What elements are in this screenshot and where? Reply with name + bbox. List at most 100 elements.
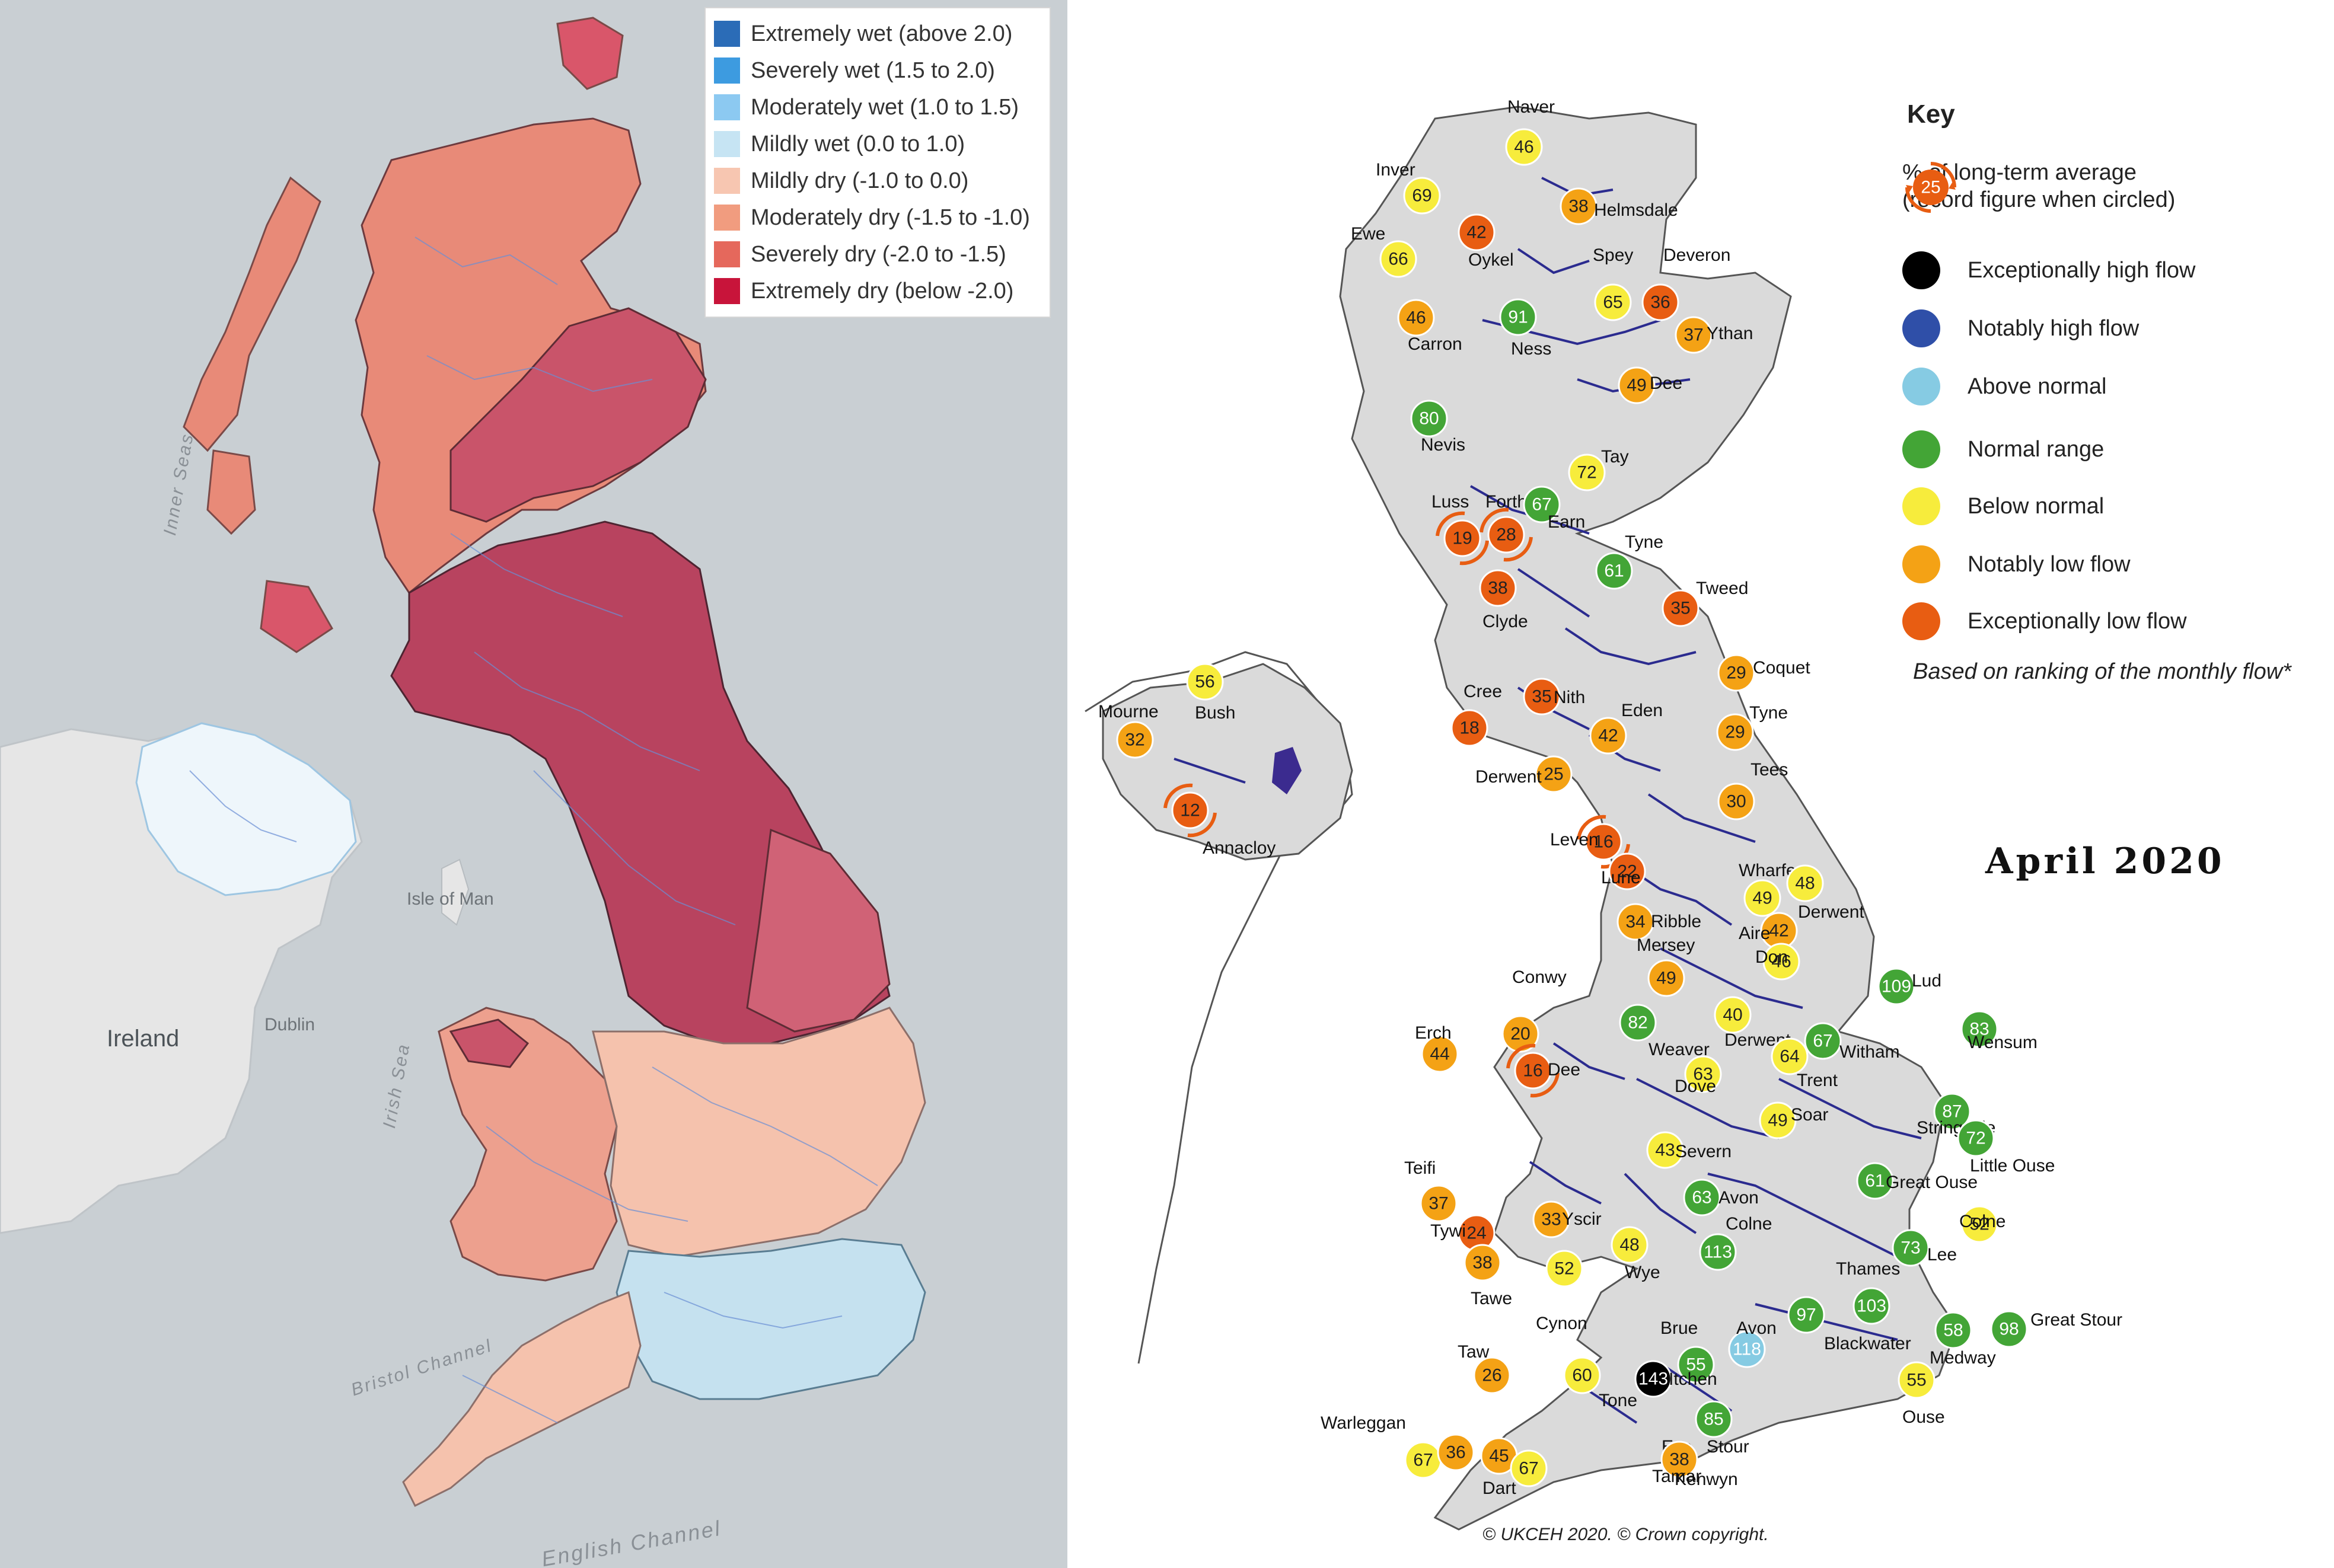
gauging-site: 98 Great Stour (1990, 1310, 2122, 1348)
site-value: 65 (1603, 293, 1622, 312)
key-title: Key (1907, 100, 1955, 129)
gauging-site: 26 Taw (1458, 1342, 1511, 1394)
gauging-site: 109 Lud (1877, 967, 1941, 1005)
key-marker-icon (1902, 430, 1940, 468)
site-marker (1563, 1356, 1601, 1394)
site-label: Colne (1959, 1212, 2005, 1231)
site-label: Itchen (1669, 1369, 1717, 1389)
legend-label: Extremely wet (above 2.0) (751, 21, 1013, 46)
site-marker (1934, 1311, 1972, 1349)
site-label: Luss (1431, 492, 1469, 512)
site-value: 38 (1472, 1253, 1492, 1273)
site-label: Lud (1912, 971, 1941, 991)
gauging-site: 32 Mourne (1098, 702, 1159, 759)
spi-legend-item: Moderately wet (1.0 to 1.5) (714, 89, 1041, 126)
site-marker (1898, 1361, 1936, 1399)
spi-map (0, 17, 926, 1508)
record-ring (1459, 540, 1489, 566)
site-marker (1662, 589, 1700, 627)
site-value: 16 (1593, 832, 1613, 852)
site-value: 38 (1669, 1450, 1689, 1470)
site-value: 22 (1617, 862, 1637, 882)
record-ring (1506, 1043, 1536, 1069)
site-value: 55 (1686, 1355, 1705, 1375)
gauging-site: 67 Kenwyn (1510, 1449, 1738, 1489)
record-ring (1577, 815, 1606, 840)
site-marker (1877, 967, 1915, 1005)
site-value: 118 (1733, 1340, 1761, 1359)
key-item-label: Notably low flow (1968, 551, 2131, 577)
site-marker (1560, 187, 1598, 225)
gauging-site: 49 Wharfe (1739, 861, 1796, 917)
site-marker (1523, 486, 1561, 523)
site-marker (1589, 717, 1627, 755)
site-marker (1443, 519, 1481, 557)
site-value: 52 (1969, 1215, 1989, 1234)
gauging-site: 103 Thames (1836, 1259, 1900, 1325)
site-marker (1611, 1226, 1649, 1264)
site-marker (1397, 299, 1435, 337)
site-label: Dee (1548, 1060, 1580, 1080)
site-marker (1532, 1200, 1570, 1238)
site-marker (1960, 1010, 1998, 1048)
site-label: Stour (1707, 1437, 1749, 1457)
site-label: Tweed (1696, 579, 1748, 598)
site-label: Derwent (1798, 902, 1864, 922)
site-marker (1856, 1162, 1894, 1200)
site-label: Taw (1458, 1342, 1490, 1362)
gauging-site: 35 Nith (1523, 678, 1585, 716)
legend-swatch (714, 205, 740, 231)
site-marker (1852, 1287, 1890, 1325)
site-label: Spey (1593, 245, 1633, 265)
legend-swatch (714, 278, 740, 304)
site-label: Carron (1408, 334, 1462, 354)
site-value: 19 (1452, 529, 1472, 548)
site-value: 43 (1655, 1141, 1675, 1160)
site-value: 36 (1650, 293, 1670, 312)
record-ring (1503, 536, 1533, 562)
site-marker (1699, 1233, 1737, 1271)
site-marker (1684, 1055, 1722, 1093)
site-value: 35 (1670, 599, 1690, 618)
site-value: 87 (1942, 1102, 1962, 1122)
site-marker (1647, 959, 1685, 997)
month-title: April 2020 (1985, 841, 2225, 882)
site-value: 91 (1508, 308, 1528, 327)
site-label: Wensum (1968, 1033, 2038, 1052)
site-value: 33 (1541, 1210, 1561, 1230)
site-marker (1762, 943, 1800, 981)
england-midlands (592, 1007, 926, 1258)
site-label: Colne (1726, 1214, 1772, 1234)
site-marker (1677, 1346, 1715, 1384)
gauging-site: 28 Forth (1480, 492, 1533, 562)
record-ring (1163, 783, 1193, 809)
site-marker (1594, 283, 1632, 321)
site-value: 55 (1906, 1371, 1926, 1390)
site-label: Teifi (1404, 1158, 1436, 1178)
legend-swatch (714, 241, 740, 267)
gauging-site: 80 Nevis (1410, 400, 1465, 455)
site-marker (1437, 1433, 1475, 1471)
site-value: 83 (1969, 1020, 1989, 1039)
site-value: 45 (1489, 1446, 1509, 1466)
england-south-east (616, 1238, 926, 1400)
northern-ireland-landmass (135, 722, 357, 896)
key-item: Above normal (1902, 368, 2106, 405)
site-label: Dove (1675, 1077, 1716, 1096)
site-marker (1786, 864, 1824, 902)
site-value: 48 (1795, 874, 1815, 893)
site-value: 64 (1780, 1047, 1799, 1066)
gauging-site: 49 Soar (1759, 1101, 1828, 1139)
site-value: 46 (1406, 308, 1426, 328)
site-label: Great Stour (2030, 1310, 2122, 1330)
spi-legend: Extremely wet (above 2.0) Severely wet (… (704, 7, 1051, 318)
key-marker-icon (1902, 309, 1940, 347)
site-marker (1717, 783, 1755, 820)
gauging-site: 16 Dee (1506, 1043, 1580, 1098)
site-label: Avon (1718, 1188, 1759, 1208)
site-value: 61 (1865, 1171, 1885, 1191)
